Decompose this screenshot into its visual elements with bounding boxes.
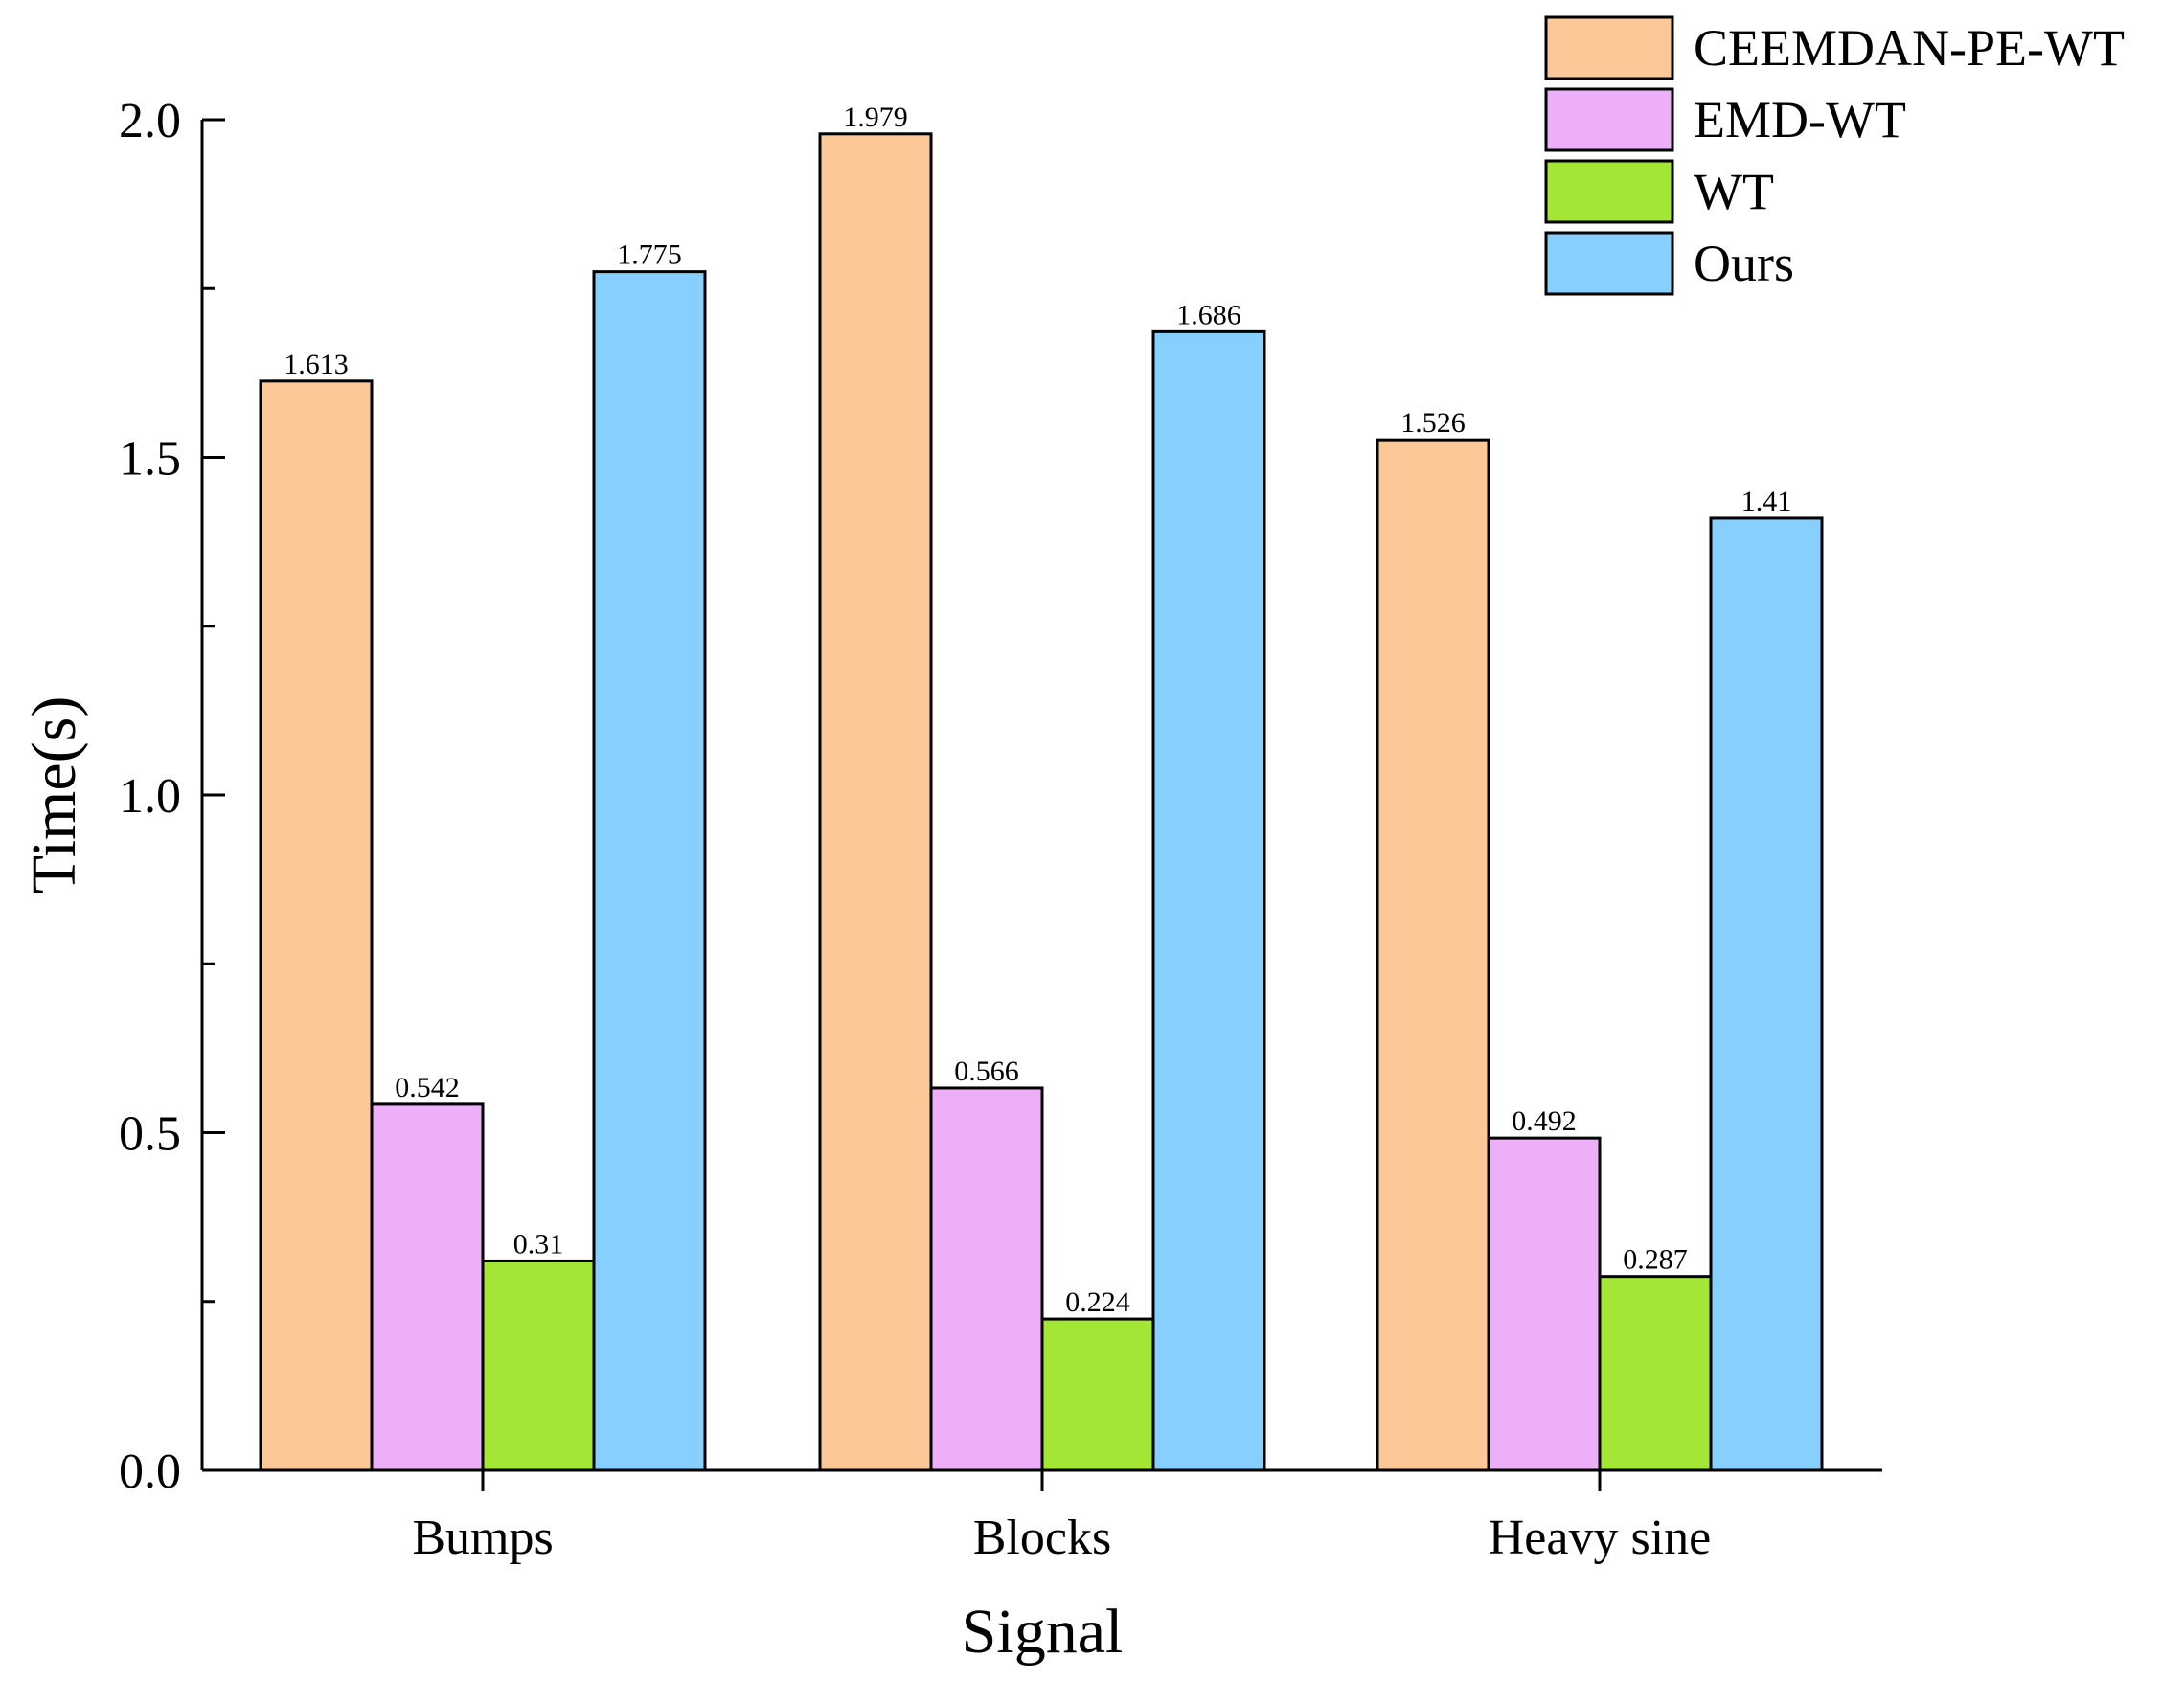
bar-ours-blocks bbox=[1151, 329, 1266, 1472]
bar-ours-heavy-sine bbox=[1709, 516, 1824, 1472]
legend-swatch bbox=[1544, 15, 1674, 80]
bar-ceemdan-pe-wt-blocks bbox=[818, 132, 933, 1472]
data-label: 0.224 bbox=[1065, 1286, 1130, 1318]
bar-wt-heavy-sine bbox=[1598, 1275, 1713, 1472]
y-tick-label: 1.5 bbox=[119, 432, 181, 487]
legend-swatch bbox=[1544, 159, 1674, 224]
legend-swatch bbox=[1544, 231, 1674, 296]
bar-emd-wt-heavy-sine bbox=[1487, 1136, 1602, 1472]
bar-ours-bumps bbox=[592, 270, 707, 1472]
data-label: 1.775 bbox=[617, 239, 682, 271]
x-tick-label: Bumps bbox=[412, 1511, 553, 1565]
bar-emd-wt-bumps bbox=[370, 1102, 485, 1472]
y-tick-label: 1.0 bbox=[119, 769, 181, 824]
x-axis-title: Signal bbox=[962, 1597, 1124, 1667]
x-tick-label: Blocks bbox=[973, 1511, 1111, 1565]
data-label: 0.31 bbox=[513, 1228, 564, 1260]
data-label: 1.41 bbox=[1741, 486, 1792, 517]
bar-wt-blocks bbox=[1040, 1317, 1155, 1472]
bar-wt-bumps bbox=[481, 1259, 596, 1472]
legend-label: CEEMDAN-PE-WT bbox=[1694, 19, 2125, 77]
y-tick-label: 0.5 bbox=[119, 1107, 181, 1162]
bar-ceemdan-pe-wt-heavy-sine bbox=[1376, 438, 1490, 1472]
legend-label: WT bbox=[1694, 163, 1774, 220]
y-axis-title: Time(s) bbox=[19, 696, 89, 895]
x-tick-label: Heavy sine bbox=[1489, 1511, 1711, 1565]
x-ticks: Bumps Blocks Heavy sine bbox=[412, 1470, 1711, 1565]
legend-swatch bbox=[1544, 87, 1674, 152]
bar-emd-wt-blocks bbox=[929, 1086, 1044, 1472]
data-label: 0.566 bbox=[954, 1056, 1019, 1087]
data-label: 0.542 bbox=[395, 1072, 460, 1103]
data-label: 1.613 bbox=[284, 349, 349, 380]
legend-label: EMD-WT bbox=[1694, 91, 1906, 148]
data-label: 1.979 bbox=[843, 102, 908, 133]
data-labels-layer: 1.613 0.542 0.31 1.775 1.979 0.566 0.224 1.686 1… bbox=[284, 102, 1791, 1318]
data-label: 1.526 bbox=[1400, 407, 1466, 439]
legend: CEEMDAN-PE-WT EMD-WT WT Ours bbox=[1544, 15, 2125, 296]
bars-layer bbox=[259, 132, 1824, 1472]
bar-ceemdan-pe-wt-bumps bbox=[259, 379, 374, 1472]
legend-label: Ours bbox=[1694, 235, 1794, 292]
data-label: 1.686 bbox=[1176, 299, 1241, 330]
y-tick-label: 0.0 bbox=[119, 1444, 181, 1499]
y-ticks: 0.0 0.5 1.0 1.5 2.0 bbox=[119, 94, 225, 1499]
y-tick-label: 2.0 bbox=[119, 94, 181, 148]
data-label: 0.492 bbox=[1512, 1105, 1577, 1137]
data-label: 0.287 bbox=[1623, 1244, 1688, 1276]
